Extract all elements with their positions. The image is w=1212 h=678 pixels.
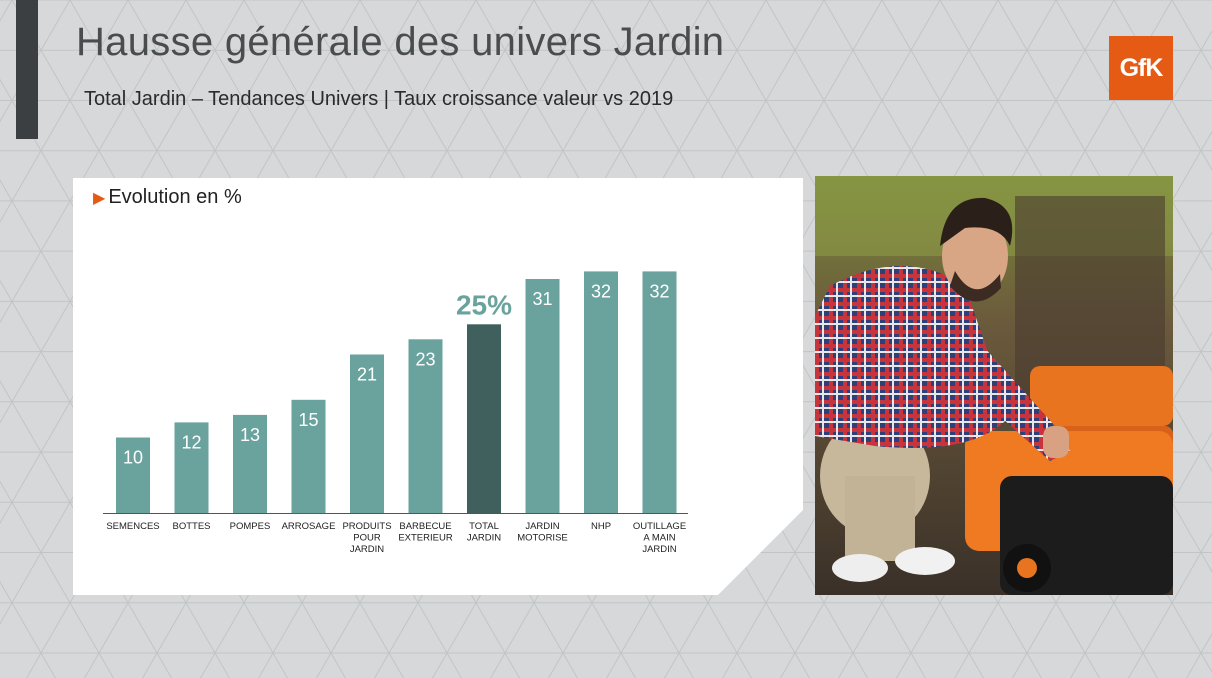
x-tick-label: NHP xyxy=(591,521,611,532)
bar-value-label: 12 xyxy=(181,432,201,452)
bar xyxy=(525,279,560,513)
chart-panel: ▶ Evolution en % 10 SEMENCES 12 BOTTES 13 POM… xyxy=(73,178,803,595)
title-accent-bar xyxy=(16,0,38,139)
x-tick-label: ARROSAGE xyxy=(282,521,336,532)
bar-highlight xyxy=(467,324,501,514)
gfk-logo: GfK xyxy=(1109,36,1173,100)
x-tick-label: TOTAL JARDIN xyxy=(467,521,501,544)
bar xyxy=(291,399,326,514)
bar-value-label: 23 xyxy=(415,349,435,369)
bar-chart: 10 SEMENCES 12 BOTTES 13 POMPES 15 ARROSAGE 21 PR… xyxy=(103,271,688,555)
bar-value-label: 21 xyxy=(357,365,377,385)
bar xyxy=(116,437,150,513)
bar-value-label: 32 xyxy=(649,281,669,301)
man-inspecting-lawnmower-photo xyxy=(815,176,1173,595)
x-tick-label: PRODUITS POUR JARDIN xyxy=(342,521,391,555)
bar-value-label: 13 xyxy=(240,425,260,445)
bar xyxy=(233,414,267,513)
bar xyxy=(408,339,443,513)
x-tick-label: SEMENCES xyxy=(106,521,159,532)
bar xyxy=(642,271,677,513)
bar-value-label-highlight: 25% xyxy=(456,289,512,320)
chart-heading: ▶ Evolution en % xyxy=(93,186,242,209)
bar-value-label: 31 xyxy=(532,289,552,309)
x-tick-label: JARDIN MOTORISE xyxy=(517,521,568,544)
bar-value-label: 10 xyxy=(123,448,143,468)
bar xyxy=(350,354,384,513)
triangle-bullet-icon: ▶ xyxy=(93,189,106,207)
x-tick-label: BARBECUE EXTERIEUR xyxy=(398,521,453,544)
page-title: Hausse générale des univers Jardin xyxy=(76,20,725,64)
bar-value-label: 15 xyxy=(298,410,318,430)
bar xyxy=(584,271,618,513)
x-tick-label: POMPES xyxy=(230,521,271,532)
x-tick-label: OUTILLAGE A MAIN JARDIN xyxy=(633,521,686,555)
bar-value-label: 32 xyxy=(591,281,611,301)
page-subtitle: Total Jardin – Tendances Univers | Taux … xyxy=(84,88,674,110)
bar xyxy=(174,422,209,513)
x-tick-label: BOTTES xyxy=(172,521,210,532)
chart-title: Evolution en % xyxy=(108,186,242,208)
